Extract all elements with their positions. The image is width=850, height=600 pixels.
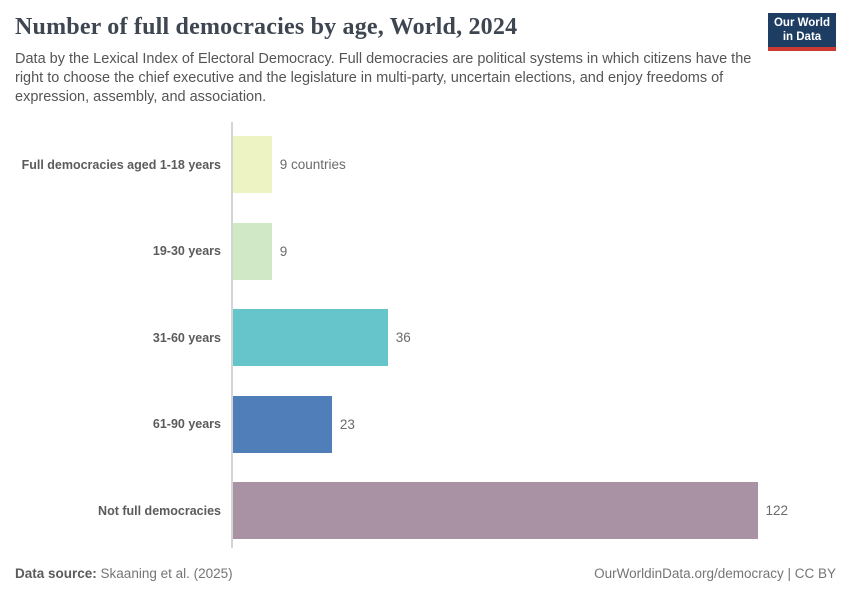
chart-subtitle: Data by the Lexical Index of Electoral D…: [15, 51, 752, 105]
value-label: 9 countries: [279, 157, 346, 172]
bar: [233, 395, 332, 453]
category-label: Full democracies aged 1-18 years: [21, 157, 221, 172]
category-label: 31-60 years: [152, 330, 221, 345]
category-label: Not full democracies: [98, 503, 221, 518]
page-title: Number of full democracies by age, World…: [15, 14, 518, 40]
value-label: 36: [395, 330, 411, 345]
data-source-value: Skaaning et al. (2025): [100, 566, 233, 581]
bar: [233, 222, 272, 280]
owid-logo-line1: Our World: [773, 17, 830, 29]
category-label: 19-30 years: [152, 244, 221, 258]
category-label: 61-90 years: [152, 417, 221, 431]
y-axis-line: [231, 122, 233, 548]
value-label: 9: [279, 243, 288, 259]
value-label: 23: [339, 416, 355, 432]
chart-header: Number of full democracies by age, World…: [15, 13, 836, 107]
owid-logo: Our World in Data: [768, 13, 836, 51]
data-source-label: Data source:: [15, 566, 97, 581]
bar-chart: Full democracies aged 1-18 years 9 countr…: [0, 122, 850, 548]
chart-footer: Data source: Skaaning et al. (2025) OurW…: [15, 566, 836, 581]
bar: [233, 136, 272, 193]
bar: [233, 482, 758, 539]
data-source: Data source: Skaaning et al. (2025): [15, 566, 233, 581]
value-label: 122: [765, 503, 789, 518]
bar: [233, 309, 388, 366]
owid-logo-line2: in Data: [782, 31, 822, 43]
attribution-link: OurWorldinData.org/democracy | CC BY: [594, 566, 836, 581]
